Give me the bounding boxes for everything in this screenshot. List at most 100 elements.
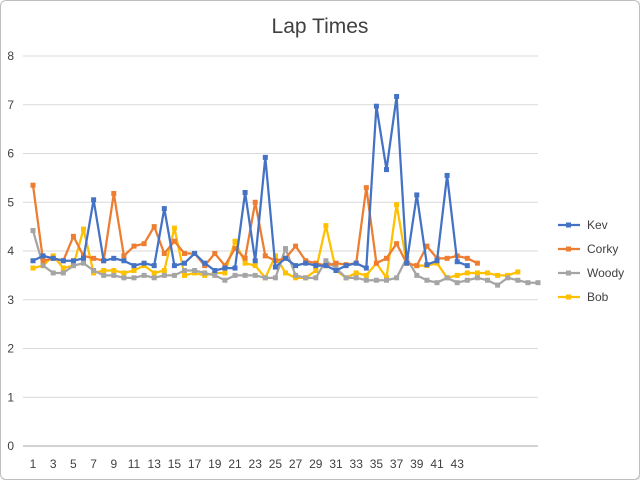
data-point xyxy=(121,275,127,281)
x-tick-label: 41 xyxy=(430,457,444,471)
data-point xyxy=(212,268,218,273)
data-point xyxy=(111,255,117,261)
x-tick-label: 19 xyxy=(208,457,222,471)
data-point xyxy=(111,272,117,278)
data-point xyxy=(30,258,36,264)
data-point xyxy=(222,277,228,283)
data-point xyxy=(202,260,208,266)
data-point xyxy=(474,260,480,266)
data-point xyxy=(384,167,389,173)
data-point xyxy=(384,277,389,283)
data-point xyxy=(222,270,228,276)
data-point xyxy=(323,258,329,264)
data-point xyxy=(323,223,329,229)
data-point xyxy=(70,233,76,239)
data-point xyxy=(161,272,167,278)
legend-marker xyxy=(566,270,571,276)
data-point xyxy=(464,270,470,276)
data-point xyxy=(121,253,127,259)
data-point xyxy=(40,253,46,259)
data-point xyxy=(293,263,299,269)
data-point xyxy=(242,255,248,261)
series-layer xyxy=(30,93,541,288)
x-tick-label: 15 xyxy=(168,457,182,471)
data-point xyxy=(333,268,339,273)
data-point xyxy=(313,268,319,273)
x-tick-label: 7 xyxy=(90,457,97,471)
data-point xyxy=(60,265,66,271)
y-tick-label: 6 xyxy=(7,147,14,161)
data-point xyxy=(91,197,97,203)
data-point xyxy=(363,272,369,278)
data-point xyxy=(424,262,430,268)
x-tick-label: 43 xyxy=(451,457,465,471)
data-point xyxy=(363,185,369,191)
data-point xyxy=(131,268,137,273)
chart-title: Lap Times xyxy=(272,15,369,38)
data-point xyxy=(121,258,127,264)
data-point xyxy=(363,277,369,283)
data-point xyxy=(272,275,278,281)
x-tick-label: 27 xyxy=(289,457,303,471)
data-point xyxy=(151,275,157,281)
data-point xyxy=(262,275,268,281)
data-point xyxy=(101,258,107,264)
data-point xyxy=(262,154,268,160)
data-point xyxy=(444,275,450,281)
data-point xyxy=(161,206,167,212)
x-tick-label: 23 xyxy=(249,457,263,471)
data-point xyxy=(81,226,86,232)
y-tick-label: 5 xyxy=(7,195,14,209)
data-point xyxy=(283,270,288,276)
data-point xyxy=(404,260,410,266)
data-point xyxy=(464,277,470,283)
data-point xyxy=(373,103,379,109)
legend-label: Corky xyxy=(587,242,618,256)
data-point xyxy=(303,275,309,281)
y-tick-label: 1 xyxy=(7,390,14,404)
data-point xyxy=(485,277,490,283)
data-point xyxy=(111,190,117,196)
data-point xyxy=(182,250,187,256)
y-tick-label: 4 xyxy=(7,244,14,258)
data-point xyxy=(171,225,177,231)
data-point xyxy=(252,258,258,264)
data-point xyxy=(232,272,238,278)
data-point xyxy=(151,224,157,230)
y-tick-label: 0 xyxy=(7,439,14,453)
data-point xyxy=(192,250,198,256)
data-point xyxy=(111,268,117,273)
x-tick-label: 1 xyxy=(30,457,37,471)
data-point xyxy=(131,275,137,281)
data-point xyxy=(525,280,531,286)
data-point xyxy=(495,282,501,288)
data-point xyxy=(333,260,339,266)
data-point xyxy=(384,255,389,261)
data-point xyxy=(121,270,127,276)
data-point xyxy=(293,243,299,249)
data-point xyxy=(353,275,359,281)
data-point xyxy=(91,255,97,261)
data-point xyxy=(171,263,177,269)
data-point xyxy=(262,253,268,259)
y-tick-label: 7 xyxy=(7,98,14,112)
data-point xyxy=(242,272,248,278)
x-tick-label: 17 xyxy=(188,457,202,471)
data-point xyxy=(30,228,36,234)
y-tick-label: 3 xyxy=(7,293,14,307)
legend-item: Kev xyxy=(558,218,608,232)
data-point xyxy=(313,275,319,281)
legend-item: Corky xyxy=(558,242,618,256)
data-point xyxy=(353,260,359,266)
data-point xyxy=(394,93,400,99)
data-point xyxy=(131,243,137,249)
data-point xyxy=(40,263,46,269)
data-point xyxy=(444,172,450,178)
legend-marker xyxy=(566,246,571,252)
data-point xyxy=(60,258,66,264)
data-point xyxy=(434,280,440,286)
data-point xyxy=(40,258,46,264)
data-point xyxy=(30,182,36,188)
x-tick-label: 11 xyxy=(128,457,141,471)
data-point xyxy=(515,277,521,283)
